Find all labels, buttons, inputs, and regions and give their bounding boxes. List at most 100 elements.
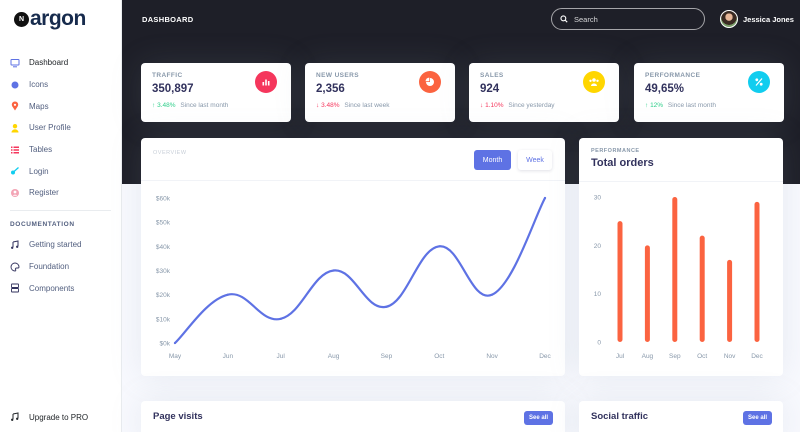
planet-icon [10,80,20,90]
overview-card: OVERVIEW Month Week $0k $10k $20k $30k $40k $… [141,138,565,376]
x-tick-label: Nov [486,353,498,360]
sidebar-item-maps[interactable]: Maps [0,95,121,117]
sidebar-item-dashboard[interactable]: Dashboard [0,52,121,74]
upgrade-to-pro-link[interactable]: Upgrade to PRO [0,406,121,428]
overview-header: OVERVIEW Month Week [141,138,565,181]
sidebar-item-label: Getting started [29,240,82,250]
stat-change: 1.10% [485,102,504,109]
search-box [551,8,705,30]
search-icon [560,10,568,28]
line-point[interactable] [332,269,335,272]
order-bar[interactable] [754,201,760,342]
sidebar-item-label: Tables [29,145,53,155]
stat-since: Since last week [344,102,390,109]
sidebar-item-label: Components [29,283,75,293]
brand-logo[interactable]: N argon [14,7,86,31]
total-orders-card: PERFORMANCE Total orders 0 10 20 30 Jul Aug Se… [579,138,783,376]
arrow-down-icon: ↓ [480,102,484,109]
stat-label: SALES [480,72,504,79]
x-tick-label: Oct [434,353,444,360]
sales-line-chart: $0k $10k $20k $30k $40k $50k $60k May Jun Jul Aug S… [156,196,552,361]
rocket-icon [10,412,20,422]
search-input[interactable] [574,14,694,24]
page-visits-see-all-button[interactable]: See all [524,411,554,425]
upgrade-label: Upgrade to PRO [29,412,89,422]
line-point[interactable] [543,196,547,200]
tab-week[interactable]: Week [518,150,552,170]
user-name: Jessica Jones [743,14,794,24]
chart-bar-icon [255,71,277,93]
stat-since: Since yesterday [508,102,555,109]
y-tick-label: $50k [156,220,171,227]
list-icon [10,145,20,155]
page-title[interactable]: DASHBOARD [142,15,194,24]
order-bar[interactable] [727,259,733,342]
sidebar-item-label: Maps [29,101,49,111]
order-bar[interactable] [672,197,678,342]
x-tick-label: Aug [328,353,340,360]
tab-month[interactable]: Month [474,150,511,170]
line-point[interactable] [438,245,441,248]
x-tick-label: Jul [616,353,625,360]
sidebar-item-foundation[interactable]: Foundation [0,256,121,278]
user-menu[interactable]: Jessica Jones [720,10,794,28]
sidebar-item-getting-started[interactable]: Getting started [0,234,121,256]
y-tick-label: 0 [597,340,601,347]
stat-footer: ↑ 3.48% Since last month [152,102,280,109]
orders-bar-chart: 0 10 20 30 Jul Aug Sep Oct Nov Dec [594,195,764,361]
x-tick-label: Nov [724,353,736,360]
pin-icon [10,101,20,111]
users-icon [583,71,605,93]
order-bar[interactable] [644,245,650,342]
line-point[interactable] [173,341,177,345]
y-tick-label: $40k [156,244,171,251]
documentation-nav: Getting started Foundation Components [0,234,121,299]
stat-since: Since last month [667,102,716,109]
page-visits-card: Page visits See all [141,401,565,432]
x-tick-label: Sep [669,353,681,360]
line-point[interactable] [279,317,282,320]
line-point[interactable] [491,293,494,296]
line-point[interactable] [385,305,388,308]
stat-value: 924 [480,83,500,95]
sidebar-item-tables[interactable]: Tables [0,139,121,161]
social-traffic-see-all-button[interactable]: See all [743,411,773,425]
stat-card-new-users: NEW USERS 2,356 ↓ 3.48% Since last week [305,63,455,122]
sidebar: N argon Dashboard Icons Maps User Prof [0,0,122,432]
stat-change: 3.48% [157,102,176,109]
chart-pie-icon [419,71,441,93]
x-tick-label: Aug [642,353,654,360]
x-tick-label: Dec [751,353,763,360]
stat-label: NEW USERS [316,72,359,79]
stat-footer: ↓ 3.48% Since last week [316,102,444,109]
sidebar-item-icons[interactable]: Icons [0,74,121,96]
x-tick-label: May [169,353,182,360]
y-tick-label: 10 [594,291,602,298]
overview-label: OVERVIEW [153,150,187,156]
brand-name: argon [30,7,86,30]
sidebar-item-user-profile[interactable]: User Profile [0,117,121,139]
stat-footer: ↓ 1.10% Since yesterday [480,102,608,109]
order-bar[interactable] [699,235,705,342]
stat-change: 3.48% [321,102,340,109]
ui-components-icon [10,283,20,293]
stat-value: 49,65% [645,83,685,95]
sidebar-divider [10,210,111,211]
line-point[interactable] [226,293,229,296]
x-tick-label: Sep [381,353,393,360]
user-icon [10,123,20,133]
x-tick-label: Jun [223,353,234,360]
sidebar-item-register[interactable]: Register [0,182,121,204]
sidebar-item-components[interactable]: Components [0,277,121,299]
y-tick-label: $30k [156,268,171,275]
y-tick-label: $60k [156,196,171,203]
key-icon [10,166,20,176]
order-bar[interactable] [617,221,623,342]
sidebar-item-login[interactable]: Login [0,160,121,182]
arrow-up-icon: ↑ [152,102,156,109]
sidebar-item-label: Foundation [29,262,70,272]
stat-card-traffic: TRAFFIC 350,897 ↑ 3.48% Since last month [141,63,291,122]
arrow-up-icon: ↑ [645,102,649,109]
orders-divider [579,181,783,182]
rocket-icon [10,240,20,250]
